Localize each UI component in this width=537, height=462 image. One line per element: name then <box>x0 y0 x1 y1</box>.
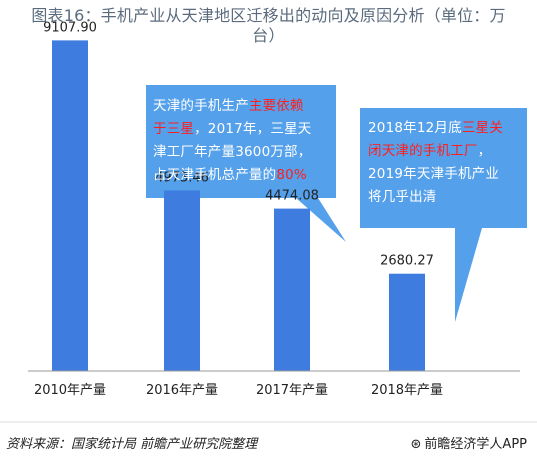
callout-2-bubble <box>360 108 527 322</box>
x-tick-labels: 2010年产量 2016年产量 2017年产量 2018年产量 <box>34 383 443 398</box>
bar-2010年产量 <box>52 40 88 371</box>
callout-factory-closure: 2018年12月底三星关 闭天津的手机工厂， 2019年天津手机产业 将几乎出清 <box>368 120 503 205</box>
bar-value-label: 9107.90 <box>43 20 97 35</box>
chart-title-line-2: 台） <box>252 26 285 45</box>
compass-icon: ⊛ <box>410 437 422 452</box>
callout-shapes <box>146 85 527 322</box>
bar-value-label: 4973.46 <box>155 170 209 185</box>
bar-value-label: 2680.27 <box>380 254 434 269</box>
chart-title: 图表16：手机产业从天津地区迁移出的动向及原因分析（单位：万 台） <box>0 6 537 46</box>
bar-2018年产量 <box>389 273 425 371</box>
bar-value-label: 4474.08 <box>265 189 319 204</box>
x-tick-label: 2016年产量 <box>146 383 218 398</box>
brand-logo-text: 前瞻经济学人APP <box>424 437 527 452</box>
x-tick-label: 2010年产量 <box>34 383 106 398</box>
callout-1-bubble <box>146 85 346 242</box>
bars-group: 9107.90 4973.46 4474.08 2680.27 <box>43 20 434 371</box>
brand-logo: ⊛ 前瞻经济学人APP <box>411 433 527 452</box>
source-note: 资料来源：国家统计局 前瞻产业研究院整理 <box>6 437 258 452</box>
x-tick-label: 2018年产量 <box>371 383 443 398</box>
callout-samsung-dependency: 天津的手机生产主要依赖 于三星，2017年，三星天 津工厂年产量3600万部， … <box>153 98 312 183</box>
bar-2017年产量 <box>274 208 310 371</box>
x-tick-label: 2017年产量 <box>256 383 328 398</box>
chart-title-line-1: 图表16：手机产业从天津地区迁移出的动向及原因分析（单位：万 <box>31 6 506 25</box>
bar-2016年产量 <box>164 190 200 371</box>
